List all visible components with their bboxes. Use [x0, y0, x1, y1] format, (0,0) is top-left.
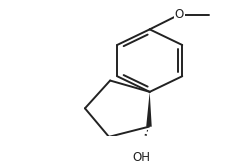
Text: O: O [175, 8, 184, 21]
Polygon shape [146, 92, 152, 127]
Text: OH: OH [132, 151, 150, 164]
